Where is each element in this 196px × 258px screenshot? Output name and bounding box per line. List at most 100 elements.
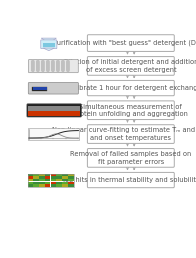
FancyBboxPatch shape <box>28 60 78 73</box>
Bar <box>56 182 62 184</box>
Circle shape <box>47 68 49 71</box>
Circle shape <box>32 62 34 66</box>
Bar <box>27 182 33 184</box>
Bar <box>51 182 56 184</box>
Circle shape <box>42 62 44 66</box>
Text: Simultaneous measurement of
protein unfolding and aggregation: Simultaneous measurement of protein unfo… <box>73 104 188 117</box>
Bar <box>39 179 45 181</box>
Bar <box>28 106 80 111</box>
FancyBboxPatch shape <box>27 104 81 117</box>
Circle shape <box>52 64 54 68</box>
Circle shape <box>37 64 39 68</box>
Bar <box>27 174 33 176</box>
Circle shape <box>42 66 44 69</box>
Circle shape <box>62 68 64 71</box>
Circle shape <box>62 64 64 68</box>
Bar <box>51 184 56 187</box>
FancyBboxPatch shape <box>28 83 78 94</box>
Circle shape <box>42 60 44 63</box>
Circle shape <box>62 60 64 63</box>
Circle shape <box>67 66 69 69</box>
Circle shape <box>32 60 34 63</box>
Circle shape <box>37 60 39 63</box>
FancyBboxPatch shape <box>87 125 174 143</box>
Bar <box>39 176 45 179</box>
Bar <box>39 182 45 184</box>
Circle shape <box>57 68 59 71</box>
Bar <box>62 182 68 184</box>
Bar <box>68 179 74 181</box>
Circle shape <box>67 62 69 66</box>
Bar <box>56 176 62 179</box>
FancyBboxPatch shape <box>41 40 57 49</box>
Circle shape <box>37 62 39 66</box>
Bar <box>27 176 33 179</box>
Circle shape <box>32 66 34 69</box>
Circle shape <box>47 64 49 68</box>
Bar <box>33 184 39 187</box>
Text: Purification with "best guess" detergent (DDM): Purification with "best guess" detergent… <box>53 40 196 46</box>
Circle shape <box>67 60 69 63</box>
Polygon shape <box>43 48 54 51</box>
Bar <box>56 184 62 187</box>
Text: Dilution of initial detergent and addition
of excess screen detergent: Dilution of initial detergent and additi… <box>64 59 196 72</box>
Circle shape <box>57 64 59 68</box>
Bar <box>33 174 39 176</box>
Bar <box>51 179 56 181</box>
Circle shape <box>52 68 54 71</box>
Circle shape <box>32 64 34 68</box>
Text: Top hits in thermal stability and solubility: Top hits in thermal stability and solubi… <box>62 177 196 183</box>
Circle shape <box>67 64 69 68</box>
Circle shape <box>57 66 59 69</box>
FancyBboxPatch shape <box>87 101 174 119</box>
Circle shape <box>47 66 49 69</box>
Bar <box>68 182 74 184</box>
Circle shape <box>57 62 59 66</box>
Bar <box>62 174 68 176</box>
Bar <box>45 182 51 184</box>
Bar <box>45 179 51 181</box>
Bar <box>27 179 33 181</box>
Circle shape <box>67 68 69 71</box>
FancyBboxPatch shape <box>87 172 174 188</box>
Bar <box>27 184 33 187</box>
Bar <box>51 174 56 176</box>
Bar <box>45 174 51 176</box>
Bar <box>28 111 80 116</box>
Bar <box>39 174 45 176</box>
Circle shape <box>47 60 49 63</box>
Bar <box>27 174 74 187</box>
Circle shape <box>52 66 54 69</box>
Circle shape <box>42 68 44 71</box>
FancyBboxPatch shape <box>87 80 174 96</box>
Bar <box>43 43 54 47</box>
Bar <box>51 176 56 179</box>
Bar <box>56 174 62 176</box>
Bar <box>68 174 74 176</box>
Circle shape <box>42 64 44 68</box>
Circle shape <box>47 62 49 66</box>
Bar <box>33 176 39 179</box>
Bar <box>62 176 68 179</box>
Circle shape <box>62 62 64 66</box>
Circle shape <box>37 66 39 69</box>
Bar <box>62 179 68 181</box>
Circle shape <box>57 60 59 63</box>
Bar <box>68 184 74 187</box>
FancyBboxPatch shape <box>87 57 174 75</box>
Circle shape <box>62 66 64 69</box>
Bar <box>56 179 62 181</box>
Text: Removal of failed samples based on
fit parameter errors: Removal of failed samples based on fit p… <box>70 151 191 165</box>
Circle shape <box>32 68 34 71</box>
FancyBboxPatch shape <box>87 35 174 51</box>
Circle shape <box>52 62 54 66</box>
Bar <box>62 184 68 187</box>
Bar <box>33 87 46 91</box>
Circle shape <box>52 60 54 63</box>
Bar <box>45 184 51 187</box>
Circle shape <box>37 68 39 71</box>
Text: Equilibrate 1 hour for detergent exchange: Equilibrate 1 hour for detergent exchang… <box>61 85 196 91</box>
Bar <box>33 182 39 184</box>
Polygon shape <box>41 38 56 41</box>
Bar <box>33 179 39 181</box>
